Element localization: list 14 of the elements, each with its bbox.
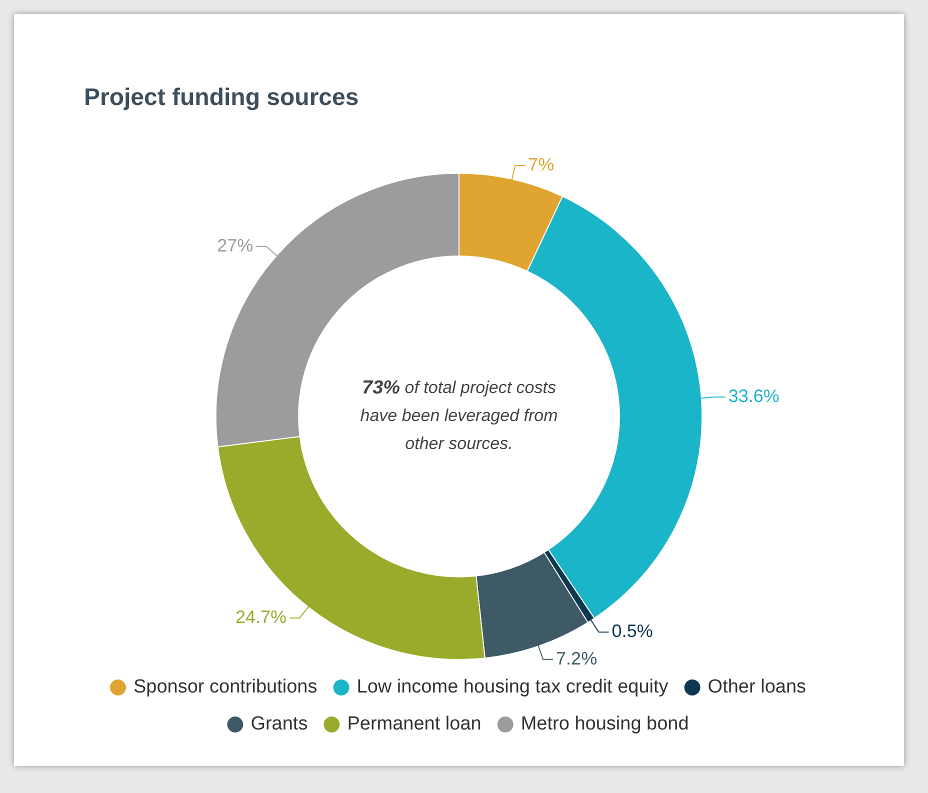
chart-title: Project funding sources: [84, 84, 359, 112]
legend-label: Metro housing bond: [520, 714, 689, 735]
text: 73% of total project costs have been leveraged from other sources.: [360, 378, 558, 454]
data-label: 7%: [528, 154, 554, 174]
data-label: 27%: [217, 235, 254, 256]
legend-label: Permanent loan: [347, 714, 482, 735]
legend-label: Low income housing tax credit equity: [356, 676, 669, 698]
data-label: 24.7%: [235, 607, 287, 628]
legend-label: Sponsor contributions: [133, 676, 318, 698]
data-label: 33.6%: [728, 386, 780, 406]
legend-label: Grants: [250, 714, 308, 735]
data-label: 0.5%: [612, 621, 653, 642]
data-label: 7.2%: [556, 648, 598, 668]
legend-label: Other loans: [708, 676, 806, 698]
